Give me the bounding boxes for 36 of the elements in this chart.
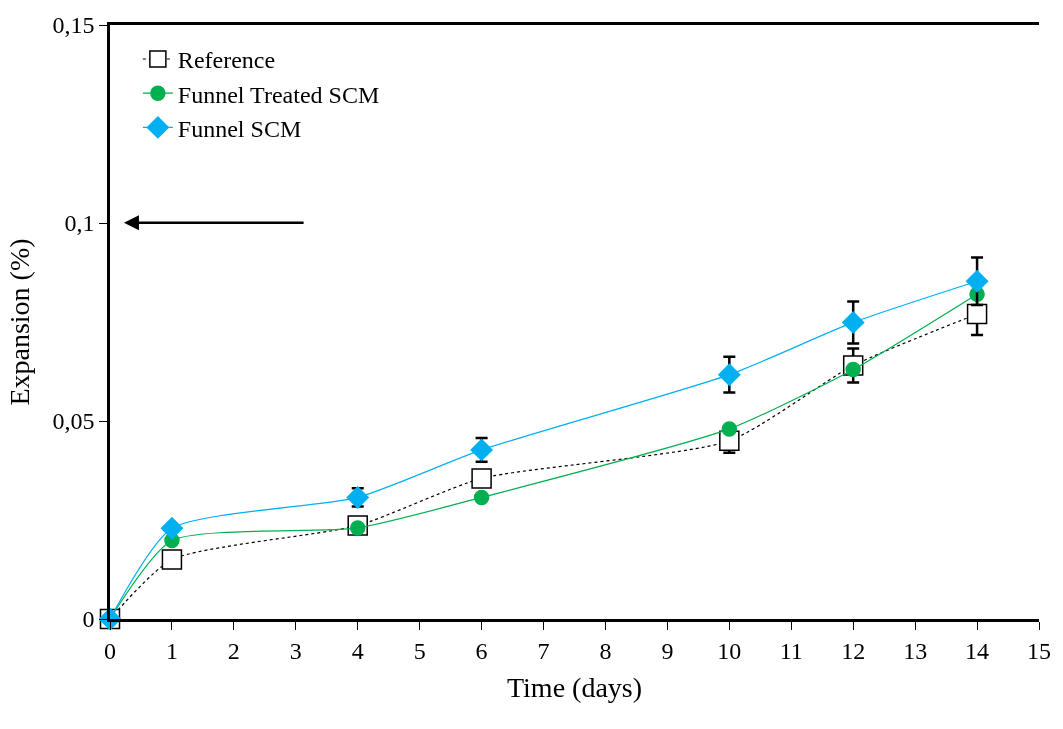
x-tick-label: 8	[599, 637, 612, 664]
x-tick-label: 13	[903, 637, 928, 664]
legend-label: Funnel Treated SCM	[177, 81, 380, 108]
x-tick-label: 11	[779, 637, 803, 664]
x-tick-label: 3	[289, 637, 302, 664]
legend-label: Funnel SCM	[177, 115, 302, 142]
legend-label: Reference	[177, 47, 276, 74]
point	[349, 520, 366, 536]
point	[471, 468, 492, 489]
y-tick-label: 0,05	[52, 408, 95, 435]
point	[473, 489, 490, 506]
x-tick-label: 14	[965, 637, 990, 664]
y-tick-label: 0,15	[52, 12, 95, 39]
point	[161, 549, 183, 570]
y-axis-title: Expansion (%)	[4, 238, 36, 406]
point	[470, 438, 493, 462]
point	[842, 311, 865, 334]
x-tick-label: 4	[351, 637, 364, 664]
point	[718, 363, 741, 386]
x-tick-label: 12	[841, 637, 866, 664]
x-tick-label: 6	[475, 637, 488, 664]
x-tick-label: 2	[227, 637, 240, 664]
x-axis-title: Time (days)	[506, 671, 643, 703]
x-tick-label: 5	[413, 637, 426, 664]
x-tick-label: 0	[104, 637, 116, 664]
point	[965, 270, 989, 293]
y-tick-label: 0	[82, 606, 95, 633]
y-tick-label: 0,1	[64, 210, 95, 237]
x-tick-label: 15	[1027, 637, 1051, 664]
point	[966, 303, 988, 325]
x-tick-label: 10	[717, 637, 742, 664]
x-tick-label: 1	[165, 637, 178, 664]
point	[721, 421, 738, 437]
point	[160, 517, 184, 540]
x-tick-label: 9	[661, 637, 674, 664]
x-tick-label: 7	[537, 637, 550, 664]
